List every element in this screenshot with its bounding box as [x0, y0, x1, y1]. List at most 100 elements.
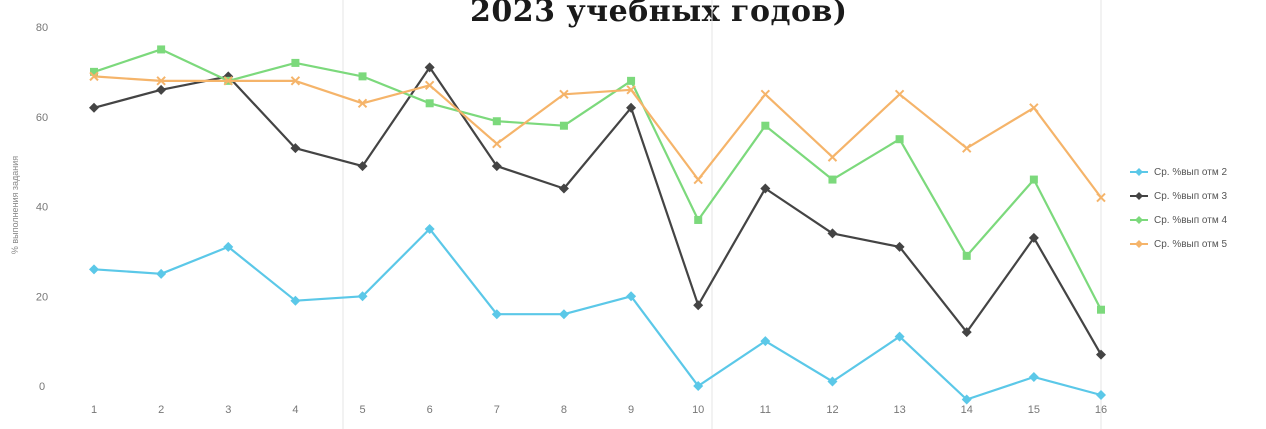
data-point [559, 121, 568, 130]
y-tick-label: 60 [36, 112, 48, 124]
legend-swatch [1130, 168, 1148, 176]
y-axis-title: % выполнения задания [10, 156, 20, 254]
data-point [492, 117, 501, 126]
legend-swatch [1130, 240, 1148, 248]
data-point [962, 143, 972, 153]
data-point [424, 80, 435, 91]
data-point [357, 291, 368, 302]
series-2 [89, 62, 1106, 360]
data-point [1028, 372, 1039, 383]
data-point [424, 62, 435, 73]
data-point [961, 394, 972, 405]
data-point [827, 228, 838, 239]
data-point [425, 99, 434, 108]
data-point [491, 161, 502, 172]
series-4 [89, 71, 1106, 203]
data-point [828, 175, 837, 184]
data-point [223, 76, 233, 86]
data-point [89, 71, 99, 82]
data-point [693, 174, 703, 185]
series-1 [89, 223, 1106, 405]
chart-title: 2023 учебных годов) [470, 0, 848, 29]
data-point [156, 76, 166, 86]
chart-legend: Ср. %вып отм 2 Ср. %вып отм 3 Ср. %вып отм… [1130, 160, 1260, 256]
data-point [894, 331, 905, 342]
data-point [1096, 192, 1106, 203]
data-point [357, 98, 368, 108]
x-tick-label: 11 [760, 404, 771, 416]
data-point [156, 84, 167, 95]
data-point [290, 143, 301, 154]
data-point [760, 89, 771, 100]
data-point [827, 152, 838, 162]
series-line [93, 66, 1102, 356]
legend-item: Ср. %вып отм 3 [1130, 184, 1260, 208]
data-point [894, 241, 905, 252]
x-tick-label: 2 [158, 404, 164, 416]
data-point [559, 89, 569, 100]
x-tick-label: 13 [893, 404, 905, 416]
data-point [1028, 232, 1039, 243]
data-point [693, 300, 704, 311]
data-point [626, 85, 636, 95]
x-tick-label: 4 [292, 404, 298, 416]
legend-item: Ср. %вып отм 5 [1130, 232, 1260, 256]
data-point [1029, 175, 1038, 184]
y-tick-label: 20 [36, 291, 48, 303]
data-point [1096, 349, 1106, 360]
x-tick-label: 5 [359, 404, 365, 416]
data-point [894, 89, 905, 100]
legend-item: Ср. %вып отм 4 [1130, 208, 1260, 232]
y-tick-label: 0 [39, 381, 45, 393]
data-point [962, 251, 971, 260]
data-point [558, 309, 569, 320]
data-point [290, 76, 301, 86]
data-point [424, 223, 435, 234]
data-point [827, 376, 838, 387]
legend-label: Ср. %вып отм 3 [1154, 190, 1228, 202]
legend-label: Ср. %вып отм 2 [1154, 166, 1228, 178]
data-point [491, 309, 502, 320]
x-tick-label: 16 [1095, 404, 1107, 416]
x-tick-label: 15 [1028, 404, 1040, 416]
data-point [156, 268, 167, 279]
series-line [93, 75, 1102, 199]
x-tick-label: 1 [91, 404, 97, 416]
data-point [1097, 305, 1105, 314]
legend-swatch [1130, 192, 1148, 200]
y-tick-label: 40 [36, 202, 48, 214]
data-point [626, 102, 637, 113]
data-point [895, 135, 904, 144]
series-line [93, 48, 1102, 311]
x-tick-label: 12 [826, 404, 838, 416]
data-point [694, 215, 703, 224]
data-point [1029, 103, 1039, 113]
data-point [223, 241, 234, 252]
data-point [492, 138, 502, 149]
series-line [93, 227, 1102, 401]
x-tick-label: 6 [427, 404, 433, 416]
data-point [1096, 389, 1106, 400]
data-point [558, 183, 569, 194]
x-tick-label: 3 [225, 404, 231, 416]
data-point [157, 45, 166, 54]
legend-label: Ср. %вып отм 5 [1154, 238, 1228, 250]
data-point [89, 264, 99, 275]
data-point [961, 327, 972, 338]
data-point [760, 183, 771, 194]
series-3 [90, 45, 1105, 314]
legend-item: Ср. %вып отм 2 [1130, 160, 1260, 184]
data-point [626, 291, 637, 302]
data-point [90, 67, 98, 76]
y-tick-label: 80 [36, 22, 48, 34]
x-tick-label: 9 [628, 404, 634, 416]
data-point [693, 381, 704, 391]
data-point [89, 102, 99, 113]
data-point [627, 76, 636, 85]
data-point [357, 161, 368, 172]
x-tick-label: 10 [692, 404, 704, 416]
legend-label: Ср. %вып отм 4 [1154, 214, 1228, 226]
x-tick-label: 7 [494, 404, 500, 416]
